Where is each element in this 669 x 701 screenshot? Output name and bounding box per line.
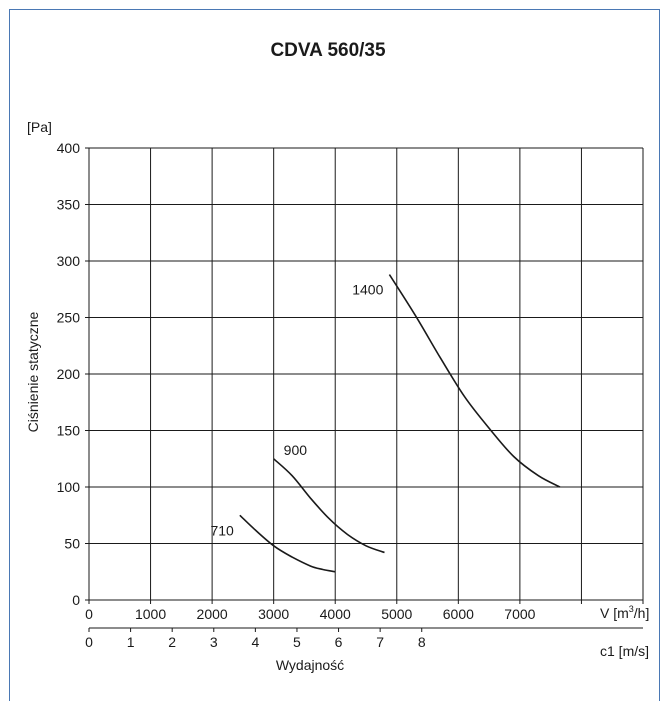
x-tick-label: 3000 xyxy=(258,606,289,622)
x2-tick-label: 1 xyxy=(127,634,135,650)
x2-tick-label: 7 xyxy=(376,634,384,650)
unit-suffix: /h] xyxy=(634,605,650,621)
x-tick-label: 5000 xyxy=(381,606,412,622)
y-axis-label: Ciśnienie statyczne xyxy=(25,311,41,432)
x2-tick-label: 6 xyxy=(335,634,343,650)
series-label-900: 900 xyxy=(284,442,308,458)
series-label-710: 710 xyxy=(210,522,234,538)
x2-tick-label: 2 xyxy=(168,634,176,650)
y-tick-label: 0 xyxy=(72,592,80,608)
x2-tick-label: 4 xyxy=(251,634,259,650)
x-tick-label: 2000 xyxy=(197,606,228,622)
x2-tick-label: 8 xyxy=(418,634,426,650)
superscript-3: 3 xyxy=(629,604,634,614)
x-tick-label: 1000 xyxy=(135,606,166,622)
y-tick-label: 100 xyxy=(57,479,81,495)
x-tick-label: 7000 xyxy=(504,606,535,622)
y-tick-label: 350 xyxy=(57,197,81,213)
y-tick-label: 250 xyxy=(57,310,81,326)
chart-title: CDVA 560/35 xyxy=(270,40,386,61)
x2-tick-label: 5 xyxy=(293,634,301,650)
y-tick-label: 50 xyxy=(64,536,80,552)
x-tick-label: 0 xyxy=(85,606,93,622)
series-line-1400 xyxy=(388,274,561,488)
series-line-710 xyxy=(239,514,336,573)
x2-unit-label: c1 [m/s] xyxy=(600,643,649,659)
x-unit-label: V [m3/h] xyxy=(600,604,649,621)
x-axis-label: Wydajność xyxy=(276,657,344,673)
y-tick-label: 150 xyxy=(57,423,81,439)
y-tick-label: 200 xyxy=(57,366,81,382)
y-tick-label: 400 xyxy=(57,140,81,156)
x-tick-label: 4000 xyxy=(320,606,351,622)
x-tick-label: 6000 xyxy=(443,606,474,622)
y-unit-label: [Pa] xyxy=(27,119,52,135)
y-tick-label: 300 xyxy=(57,253,81,269)
x2-tick-label: 0 xyxy=(85,634,93,650)
series-layer: 710 900 1400 xyxy=(210,274,561,573)
series-label-1400: 1400 xyxy=(352,282,383,298)
chart-frame xyxy=(9,9,660,701)
grid-layer xyxy=(85,147,644,632)
x2-tick-label: 3 xyxy=(210,634,218,650)
series-line-900 xyxy=(273,458,385,554)
